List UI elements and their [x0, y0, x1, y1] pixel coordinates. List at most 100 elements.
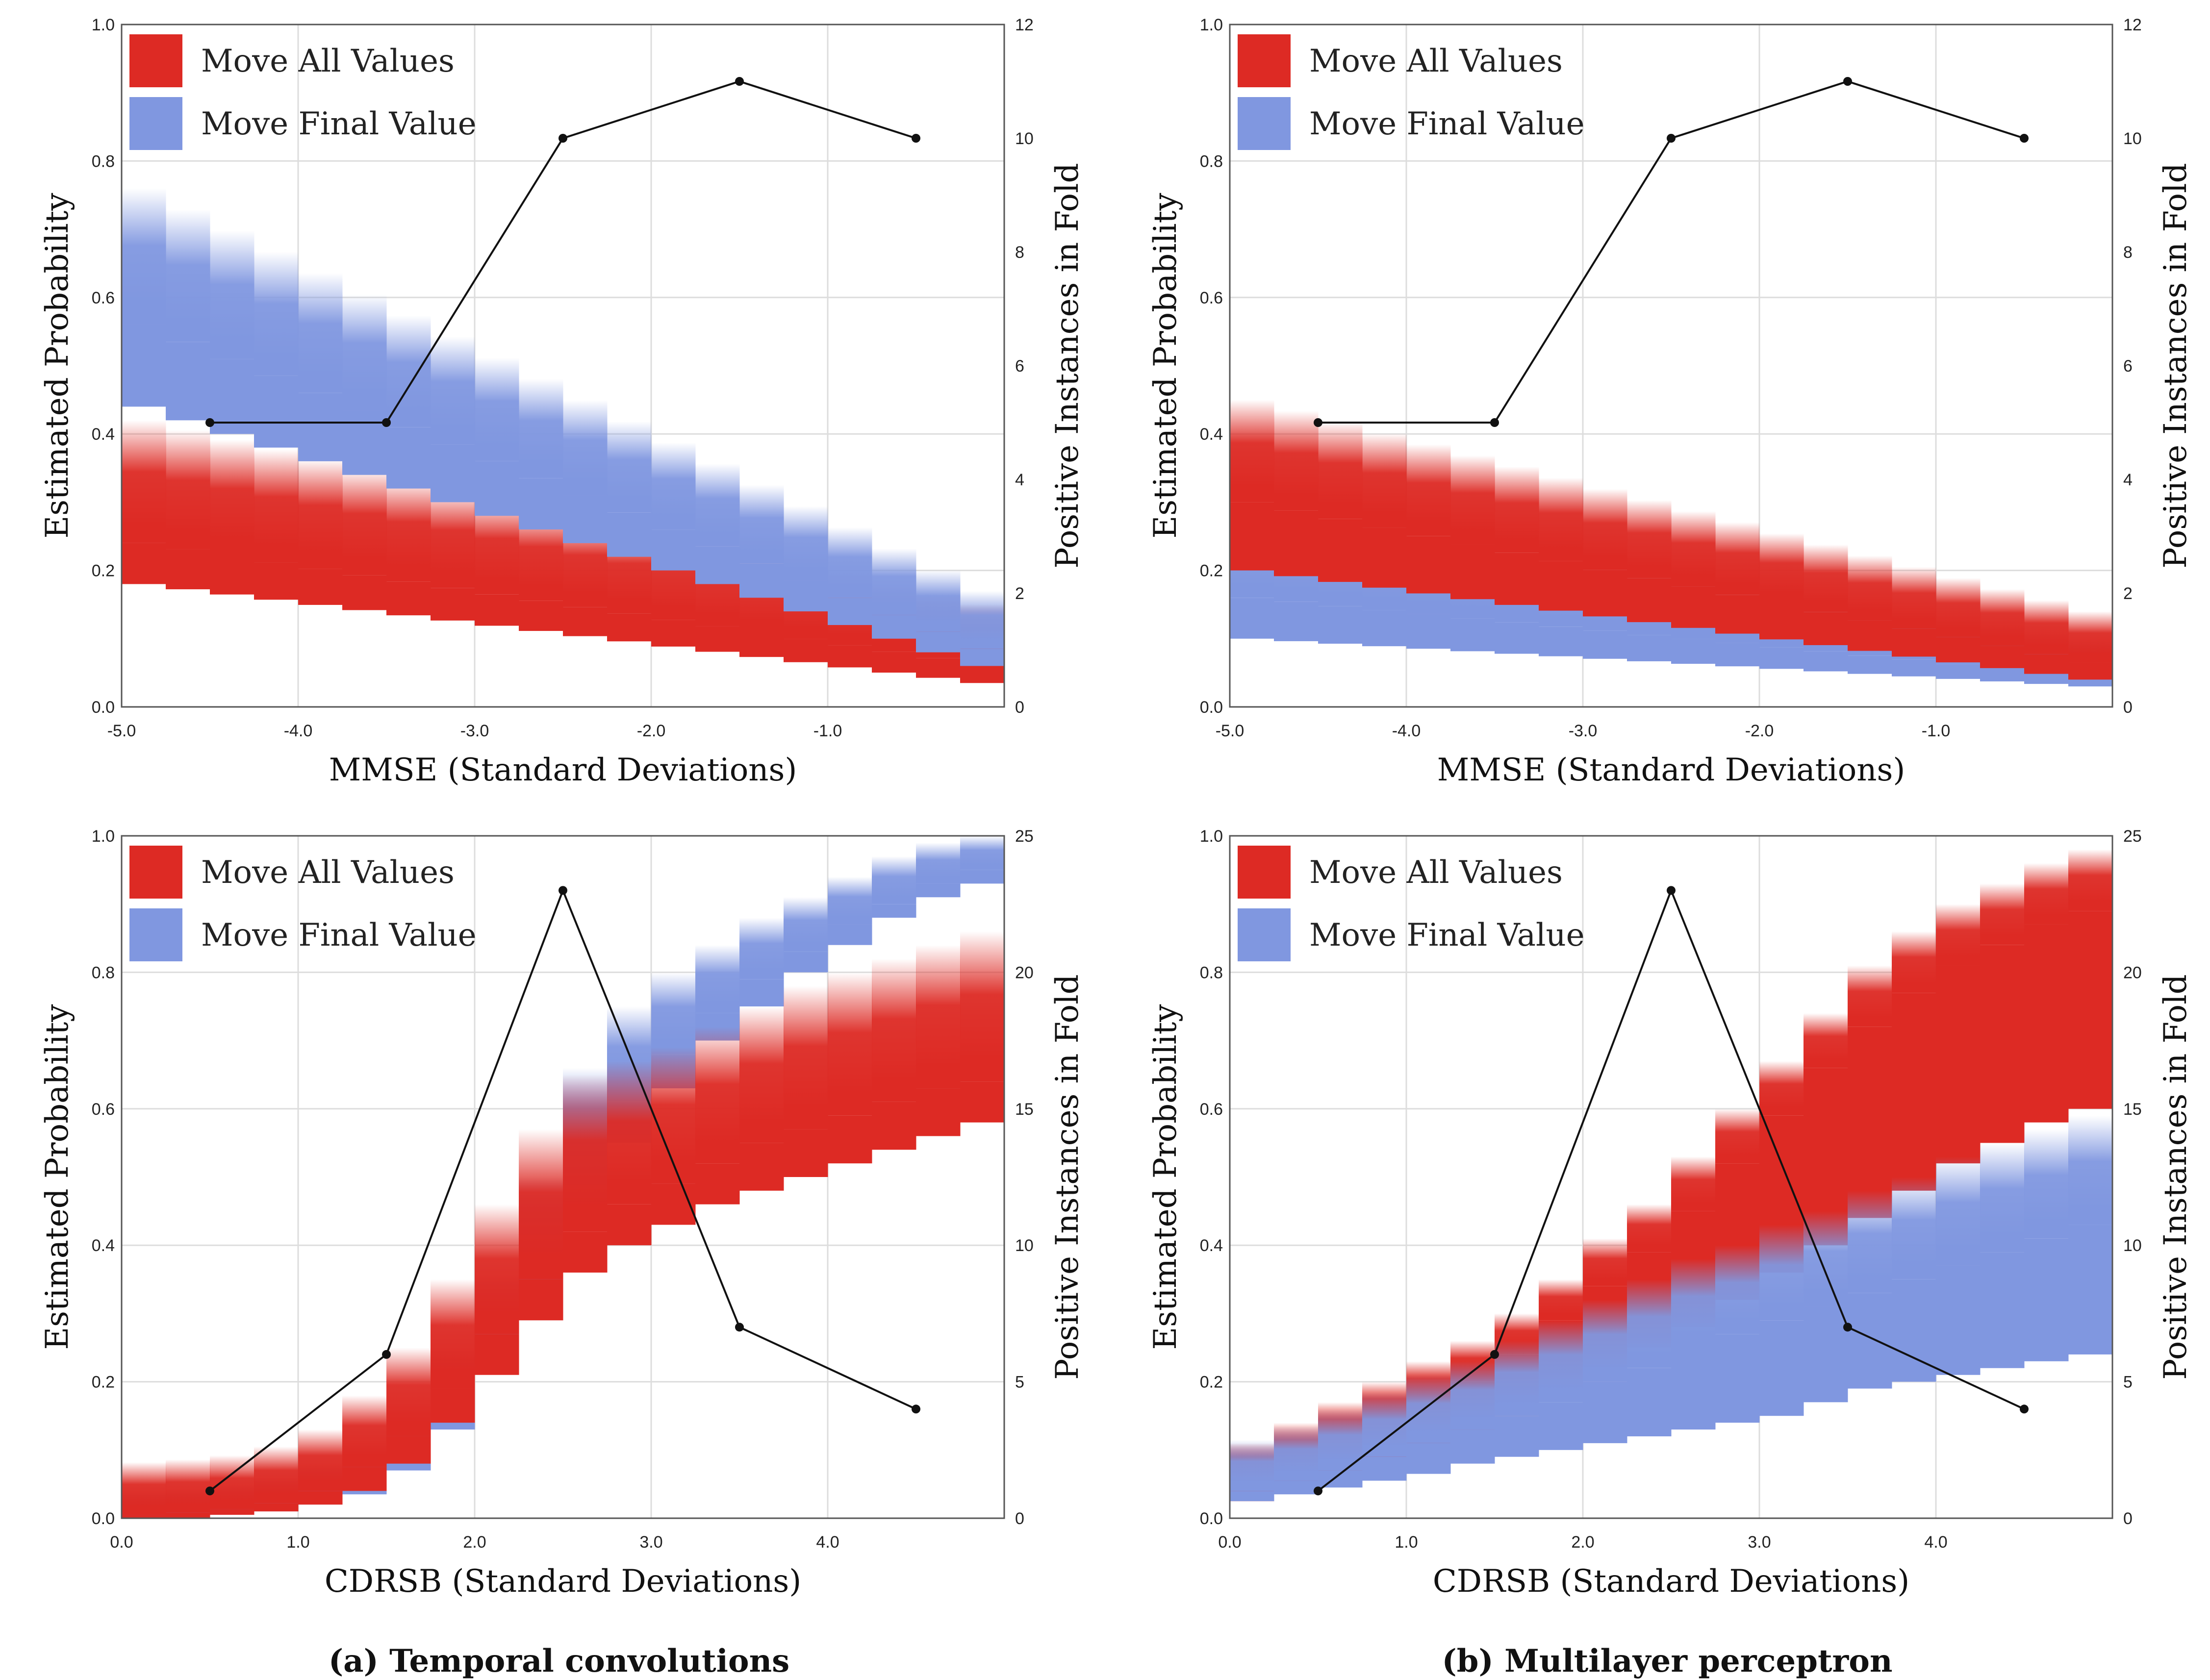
band-core	[695, 626, 740, 652]
y-axis-title: Estimated Probability	[39, 193, 76, 538]
band-upper	[1539, 477, 1583, 561]
band-upper	[1230, 1439, 1274, 1491]
band-upper	[1406, 444, 1451, 536]
band-core	[1980, 668, 2025, 681]
band-core	[1848, 655, 1892, 674]
band-upper	[2068, 611, 2113, 663]
band-upper	[1848, 1190, 1892, 1293]
band-core	[739, 563, 784, 598]
band-core	[1583, 570, 1627, 617]
y-tick-label: 1.0	[92, 827, 115, 846]
band-upper	[254, 251, 299, 376]
band-core	[1980, 945, 2025, 1143]
band-upper	[519, 1129, 563, 1279]
band-upper	[210, 1455, 254, 1509]
band-upper	[1583, 1300, 1627, 1382]
band-core	[431, 1388, 475, 1423]
band-upper	[563, 400, 608, 496]
band-upper	[1627, 1279, 1672, 1368]
band-core	[519, 478, 563, 530]
band-upper	[1892, 931, 1936, 993]
band-upper	[386, 1348, 431, 1436]
band-core	[210, 359, 254, 434]
band-core	[166, 1512, 210, 1518]
band-upper	[1230, 400, 1274, 502]
band-core	[872, 652, 916, 673]
y-axis-title: Estimated Probability	[39, 1004, 76, 1350]
band-core	[166, 549, 210, 590]
band-upper	[166, 1459, 210, 1513]
band-core	[960, 1081, 1005, 1123]
band-core	[1848, 1293, 1892, 1389]
band-core	[1230, 1491, 1274, 1502]
panel-top-right: Move All Values Move Final Value -5.0 -4.0 -…	[1147, 16, 2194, 788]
band-upper	[607, 421, 652, 513]
band-core	[166, 342, 210, 421]
band-core	[1892, 628, 1936, 657]
band-upper	[122, 188, 166, 325]
band-upper	[475, 1204, 519, 1334]
band-core	[431, 444, 475, 502]
band-core	[1406, 614, 1451, 649]
legend-label: Move All Values	[201, 43, 455, 79]
y2-tick-label: 12	[1015, 16, 1034, 34]
band-core	[1848, 620, 1892, 651]
positive-instances-point	[2020, 134, 2029, 143]
legend-label: Move All Values	[201, 854, 455, 891]
y-tick-label: 0.6	[92, 289, 115, 307]
band-upper	[1539, 1320, 1583, 1403]
band-upper	[298, 273, 343, 393]
legend-label: Move All Values	[1309, 854, 1563, 891]
band-upper	[960, 836, 1005, 870]
band-core	[1406, 536, 1451, 594]
band-upper	[916, 570, 961, 632]
positive-instances-point	[1667, 134, 1676, 143]
band-upper	[210, 439, 254, 556]
band-core	[1274, 510, 1319, 577]
positive-instances-point	[1314, 1486, 1322, 1496]
y2-axis-title: Positive Instances in Fold	[2158, 974, 2194, 1379]
band-upper	[2068, 849, 2113, 911]
x-tick-label: 0.0	[1218, 1533, 1241, 1552]
band-core	[2068, 911, 2113, 1109]
band-upper	[1715, 1245, 1760, 1334]
y2-tick-label: 8	[1015, 243, 1024, 262]
band-core	[475, 461, 519, 516]
x-tick-label: 4.0	[816, 1533, 839, 1552]
band-core	[1671, 586, 1716, 628]
band-upper	[1671, 1259, 1716, 1348]
band-upper	[1715, 1108, 1760, 1164]
series-move-final-value	[122, 188, 1005, 666]
band-upper	[519, 379, 563, 478]
y-tick-label: 0.6	[92, 1100, 115, 1119]
band-core	[651, 1183, 696, 1225]
y2-axis-title: Positive Instances in Fold	[1049, 974, 1086, 1379]
y2-tick-label: 12	[2123, 16, 2142, 34]
band-core	[2024, 1238, 2069, 1361]
y-axis-title: Estimated Probability	[1147, 1004, 1184, 1350]
series-move-final-value	[1230, 1115, 2113, 1502]
positive-instances-point	[382, 418, 391, 427]
y2-tick-label: 6	[2123, 357, 2133, 376]
legend-swatch-move-all-values	[129, 34, 182, 87]
band-upper	[1804, 544, 1848, 612]
band-core	[2068, 1225, 2113, 1354]
y2-tick-label: 10	[1015, 129, 1034, 148]
band-core	[563, 495, 608, 543]
band-upper	[1318, 422, 1363, 519]
band-core	[651, 529, 696, 571]
band-core	[1362, 527, 1407, 588]
positive-instances-point	[735, 1323, 744, 1332]
plot-frame	[1229, 835, 2113, 1519]
legend-swatch-move-all-values	[1238, 34, 1291, 87]
x-tick-label: 3.0	[639, 1533, 662, 1552]
band-upper	[2068, 1115, 2113, 1225]
y2-tick-label: 6	[1015, 357, 1024, 376]
band-core	[1274, 1480, 1319, 1495]
band-core	[695, 1163, 740, 1204]
band-core	[1495, 1416, 1539, 1457]
y2-tick-label: 0	[2123, 1509, 2133, 1528]
band-core	[519, 1279, 563, 1321]
band-core	[431, 588, 475, 621]
